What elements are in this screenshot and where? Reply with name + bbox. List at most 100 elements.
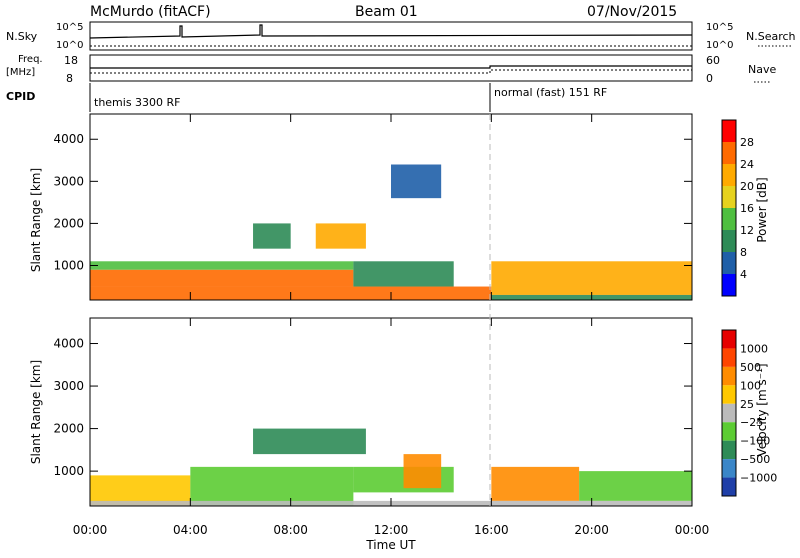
x-axis-label: Time UT [365,538,416,552]
power-region-4 [315,223,366,249]
x-tick-label-0: 00:00 [73,523,108,537]
power-cbar-swatch-1 [722,142,736,164]
nsky-tick-top: 10^5 [56,22,83,33]
power-y-axis: 1000 2000 3000 4000 [53,132,692,272]
power-cbar-swatch-4 [722,208,736,230]
x-tick-label-2: 08:00 [273,523,308,537]
nsky-tick-bottom: 10^0 [56,40,83,51]
x-tick-label-1: 04:00 [173,523,208,537]
power-colorbar-label: Power [dB] [755,177,769,242]
power-cbar-tick-0: 28 [740,136,754,149]
velocity-cbar-swatch-6 [722,440,736,460]
power-region-2 [90,261,354,270]
velocity-x-axis [89,318,693,506]
velocity-cbar-tick-7: −1000 [740,472,777,485]
nave-tick-bottom: 0 [706,72,713,85]
power-ytick-label-0: 1000 [53,258,84,272]
power-data-layer [90,164,692,300]
power-region-7 [491,261,692,295]
beam-title: Beam 01 [355,4,418,20]
x-tick-label-5: 20:00 [574,523,609,537]
nsearch-tick-top: 10^5 [706,22,733,33]
velocity-region-2 [253,428,366,455]
power-region-1 [90,269,354,287]
freq-panel [89,54,693,82]
power-cbar-tick-4: 12 [740,224,754,237]
velocity-cbar-swatch-7 [722,459,736,478]
power-cbar-swatch-0 [722,120,736,142]
power-cbar-tick-1: 24 [740,158,754,171]
nsearch-tick-bottom: 10^0 [706,40,733,51]
velocity-y-axis: 1000 2000 3000 4000 [53,337,692,478]
freq-unit: [MHz] [6,67,35,78]
velocity-ytick-label-1: 2000 [53,422,84,436]
date-title: 07/Nov/2015 [587,4,677,20]
power-region-3 [253,223,291,249]
freq-label: Freq. [18,54,43,65]
velocity-ytick-label-2: 3000 [53,379,84,393]
power-region-6 [391,164,442,199]
velocity-cbar-tick-4: −25 [740,416,763,429]
nave-tick-top: 60 [706,54,720,67]
velocity-cbar-swatch-3 [722,385,736,404]
x-tick-label-3: 12:00 [374,523,409,537]
velocity-colorbar: 1000 500 100 25 −25 −100 −500 −1000 [721,329,777,497]
velocity-cbar-swatch-1 [722,348,736,367]
velocity-cbar-tick-1: 500 [740,361,761,374]
velocity-cbar-swatch-5 [722,422,736,441]
nsky-label: N.Sky [6,30,38,43]
power-ytick-label-1: 2000 [53,216,84,230]
velocity-ylabel: Slant Range [km] [29,360,43,464]
velocity-cbar-swatch-0 [722,330,736,349]
velocity-ytick-label-3: 4000 [53,337,84,351]
velocity-ytick-label-0: 1000 [53,464,84,478]
power-cbar-swatch-6 [722,252,736,274]
cpid-segment-1: themis 3300 RF [94,96,181,109]
power-cbar-swatch-2 [722,164,736,186]
velocity-region-4 [403,454,442,489]
velocity-region-6 [579,471,692,501]
nave-label: Nave [748,63,776,76]
power-region-5 [353,261,454,287]
power-cbar-tick-2: 20 [740,180,754,193]
velocity-cbar-swatch-4 [722,403,736,423]
power-cbar-tick-3: 16 [740,202,754,215]
station-title: McMurdo (fitACF) [90,4,211,20]
power-cbar-tick-5: 8 [740,246,747,259]
power-cbar-tick-6: 4 [740,268,747,281]
power-cbar-swatch-7 [722,274,736,296]
power-ytick-label-2: 3000 [53,174,84,188]
nsearch-label: N.Search [746,30,796,43]
nsky-panel [89,21,693,51]
x-tick-label-6: 00:00 [675,523,710,537]
power-cbar-swatch-5 [722,230,736,252]
velocity-cbar-tick-6: −500 [740,453,770,466]
velocity-cbar-swatch-2 [722,366,736,386]
velocity-data-layer [90,428,692,506]
x-tick-labels: 00:00 04:00 08:00 12:00 16:00 20:00 00:00 [73,523,710,537]
freq-tick-bottom: 8 [66,72,73,85]
cpid-segment-2: normal (fast) 151 RF [494,86,607,99]
velocity-cbar-tick-5: −100 [740,435,770,448]
power-ytick-label-3: 4000 [53,132,84,146]
power-cbar-frame [721,119,737,297]
velocity-cbar-tick-2: 100 [740,379,761,392]
velocity-cbar-swatch-8 [722,477,736,496]
velocity-panel: 1000 2000 3000 4000 [53,317,693,507]
velocity-cbar-tick-3: 25 [740,398,754,411]
velocity-region-5 [491,466,580,501]
freq-tick-top: 18 [64,54,78,67]
velocity-region-1 [190,466,354,506]
velocity-cbar-tick-0: 1000 [740,342,768,355]
velocity-cbar-frame [721,329,737,497]
x-tick-label-4: 16:00 [474,523,509,537]
cpid-label: CPID [6,90,35,103]
power-cbar-swatch-3 [722,186,736,208]
velocity-colorbar-label: Velocity [m s⁻¹] [755,363,769,456]
power-ylabel: Slant Range [km] [29,168,43,272]
power-colorbar: 28 24 20 16 12 8 4 [721,119,754,297]
power-panel: 1000 2000 3000 4000 [53,113,693,301]
power-x-axis [89,114,693,300]
